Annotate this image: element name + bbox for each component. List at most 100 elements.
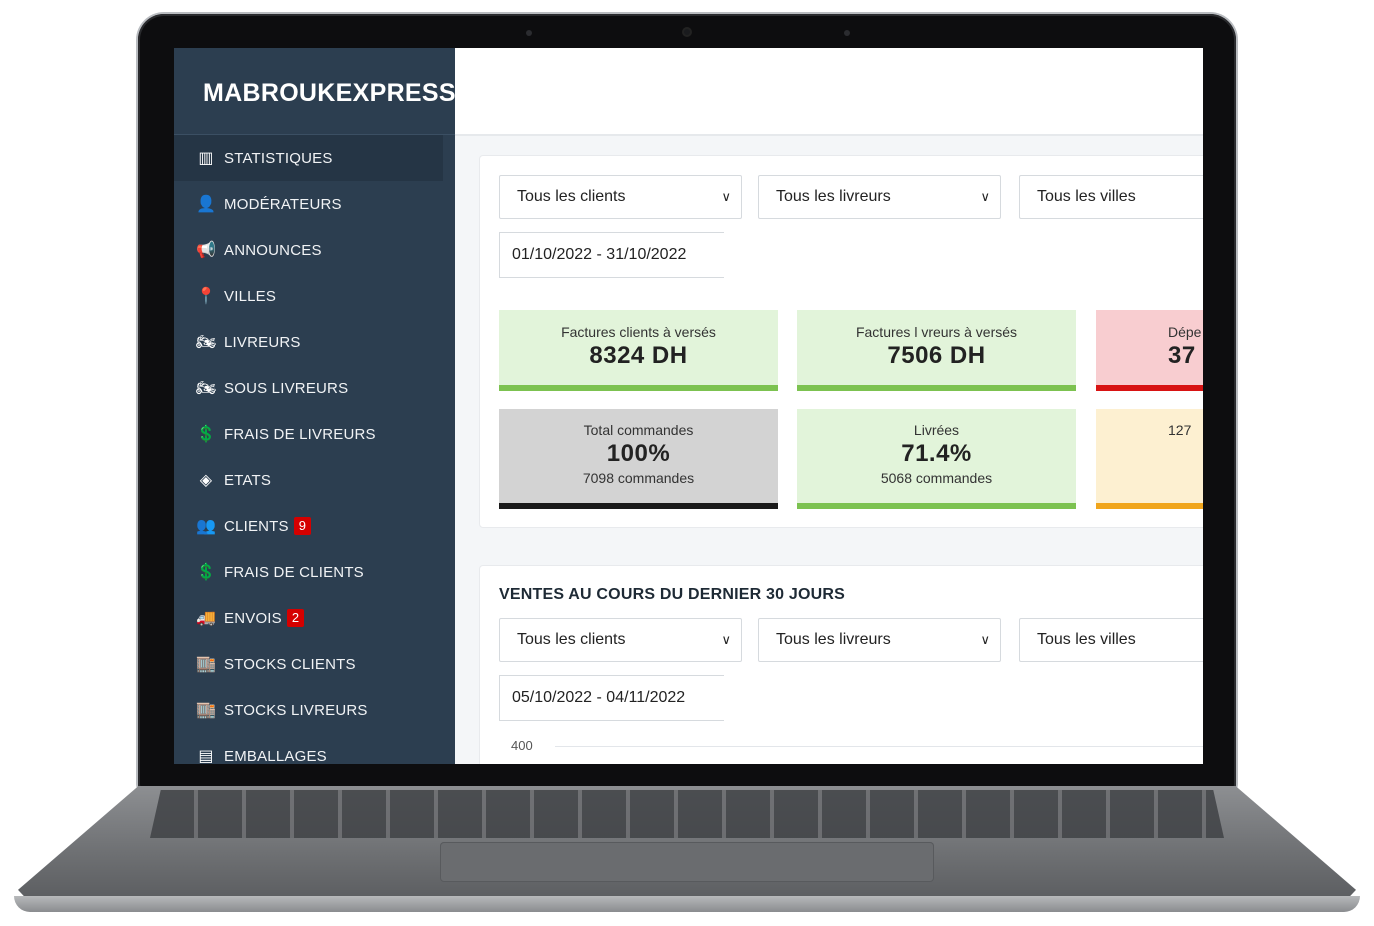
sidebar-item-label: ETATS bbox=[224, 471, 272, 489]
stat-tile: Dépe 37 bbox=[1096, 310, 1203, 391]
count-badge: 2 bbox=[286, 609, 305, 627]
sidebar-item-statistiques[interactable]: ▥ STATISTIQUES bbox=[174, 135, 443, 181]
map-pin-icon: 📍 bbox=[195, 288, 217, 305]
sidebar-item-livreurs[interactable]: 🏍 LIVREURS bbox=[174, 319, 443, 365]
bar-chart-icon: ▥ bbox=[198, 150, 214, 167]
stat-label: Dépe bbox=[1168, 324, 1202, 340]
stat-color-bar bbox=[797, 385, 1076, 391]
livreur-filter-select[interactable]: Tous les livreurs ∨ bbox=[758, 175, 1001, 219]
sidebar-item-label: CLIENTS bbox=[224, 517, 289, 535]
hand-dollar-icon: 💲 bbox=[195, 426, 217, 443]
brand-logo[interactable]: MABROUKEXPRESS bbox=[174, 48, 455, 135]
client-filter-value: Tous les clients bbox=[517, 188, 626, 205]
warehouse-icon: 🏬 bbox=[195, 702, 217, 719]
stat-tile: 127 bbox=[1096, 409, 1203, 509]
sensor-dot bbox=[844, 30, 850, 36]
webcam-icon bbox=[684, 29, 690, 35]
sidebar-item-stocks-clients[interactable]: 🏬 STOCKS CLIENTS bbox=[174, 641, 443, 687]
stat-value: 100% bbox=[606, 440, 671, 467]
sidebar-item-mod-rateurs[interactable]: 👤 MODÉRATEURS bbox=[174, 181, 443, 227]
laptop-base-edge bbox=[14, 896, 1360, 912]
top-bar bbox=[455, 48, 1203, 136]
sidebar-item-label: FRAIS DE CLIENTS bbox=[224, 563, 364, 581]
chevron-down-icon: ∨ bbox=[721, 632, 731, 647]
hand-dollar-icon: 💲 bbox=[195, 564, 217, 581]
laptop-keyboard bbox=[150, 790, 1224, 838]
users-icon: 👥 bbox=[195, 518, 217, 535]
stat-label: Livrées bbox=[913, 422, 960, 438]
warehouse-icon: 🏬 bbox=[195, 656, 217, 673]
sidebar-item-frais-de-livreurs[interactable]: 💲 FRAIS DE LIVREURS bbox=[174, 411, 443, 457]
stat-color-bar bbox=[499, 503, 778, 509]
stat-sub: 7098 commandes bbox=[582, 470, 695, 486]
stat-value: 71.4% bbox=[901, 440, 972, 467]
stat-sub: 127 bbox=[1168, 422, 1192, 438]
user-tie-icon: 👤 bbox=[195, 196, 217, 213]
layers-icon: ◈ bbox=[199, 472, 213, 489]
motorcycle-icon: 🏍 bbox=[195, 334, 217, 351]
date-range-input[interactable]: 01/10/2022 - 31/10/2022 bbox=[499, 232, 724, 278]
chevron-down-icon: ∨ bbox=[721, 189, 731, 204]
sidebar-item-label: STOCKS CLIENTS bbox=[224, 655, 356, 673]
sidebar-nav: ▥ STATISTIQUES 👤 MODÉRATEURS 📢 ANNOUNCES 📍 VILL… bbox=[174, 135, 455, 764]
sidebar-item-stocks-livreurs[interactable]: 🏬 STOCKS LIVREURS bbox=[174, 687, 443, 733]
box-icon: ▤ bbox=[198, 748, 214, 764]
sales-date-range-input[interactable]: 05/10/2022 - 04/11/2022 bbox=[499, 675, 724, 721]
sidebar-item-label: ANNOUNCES bbox=[224, 241, 322, 259]
sidebar-item-label: EMBALLAGES bbox=[224, 747, 327, 765]
stat-tile: Factures clients à versés 8324 DH bbox=[499, 310, 778, 391]
sales-livreur-filter-select[interactable]: Tous les livreurs ∨ bbox=[758, 618, 1001, 662]
sales-client-filter-select[interactable]: Tous les clients ∨ bbox=[499, 618, 742, 662]
stat-color-bar bbox=[499, 385, 778, 391]
ville-filter-select[interactable]: Tous les villes bbox=[1019, 175, 1203, 219]
sidebar-item-label: LIVREURS bbox=[224, 333, 301, 351]
screen: MABROUKEXPRESS ▥ STATISTIQUES 👤 MODÉRATEURS… bbox=[174, 48, 1203, 764]
sidebar-item-sous-livreurs[interactable]: 🏍 SOUS LIVREURS bbox=[174, 365, 443, 411]
sales-card bbox=[479, 565, 1203, 764]
count-badge: 9 bbox=[293, 517, 312, 535]
stat-sub: 5068 commandes bbox=[880, 470, 993, 486]
ville-filter-value: Tous les villes bbox=[1037, 188, 1136, 205]
stat-tile: Total commandes 100% 7098 commandes bbox=[499, 409, 778, 509]
sidebar-item-frais-de-clients[interactable]: 💲 FRAIS DE CLIENTS bbox=[174, 549, 443, 595]
sales-ville-filter-select[interactable]: Tous les villes bbox=[1019, 618, 1203, 662]
sales-client-filter-value: Tous les clients bbox=[517, 631, 626, 648]
sidebar-item-envois[interactable]: 🚚 ENVOIS 2 bbox=[174, 595, 443, 641]
sales-ville-filter-value: Tous les villes bbox=[1037, 631, 1136, 648]
chart-gridline bbox=[555, 746, 1203, 747]
stat-tile: Factures l vreurs à versés 7506 DH bbox=[797, 310, 1076, 391]
motorcycle-icon: 🏍 bbox=[195, 380, 217, 397]
laptop-trackpad bbox=[440, 842, 934, 882]
client-filter-select[interactable]: Tous les clients ∨ bbox=[499, 175, 742, 219]
sidebar-item-label: STOCKS LIVREURS bbox=[224, 701, 368, 719]
sidebar-item-clients[interactable]: 👥 CLIENTS 9 bbox=[174, 503, 443, 549]
stat-color-bar bbox=[1096, 503, 1203, 509]
sidebar-item-label: ENVOIS bbox=[224, 609, 282, 627]
sidebar-item-label: STATISTIQUES bbox=[224, 149, 333, 167]
sales-livreur-filter-value: Tous les livreurs bbox=[776, 631, 891, 648]
stat-value: 8324 DH bbox=[589, 342, 688, 369]
stat-value: 7506 DH bbox=[887, 342, 986, 369]
sidebar-item-label: VILLES bbox=[224, 287, 277, 305]
sidebar-item-villes[interactable]: 📍 VILLES bbox=[174, 273, 443, 319]
stat-color-bar bbox=[797, 503, 1076, 509]
chevron-down-icon: ∨ bbox=[980, 632, 990, 647]
chart-y-tick: 400 bbox=[511, 738, 533, 753]
stat-value: 37 bbox=[1168, 342, 1196, 369]
sales-section-title: VENTES AU COURS DU DERNIER 30 JOURS bbox=[499, 586, 846, 603]
truck-icon: 🚚 bbox=[195, 610, 217, 627]
sidebar: MABROUKEXPRESS ▥ STATISTIQUES 👤 MODÉRATEURS… bbox=[174, 48, 455, 764]
livreur-filter-value: Tous les livreurs bbox=[776, 188, 891, 205]
sidebar-item-emballages[interactable]: ▤ EMBALLAGES bbox=[174, 733, 443, 765]
stat-label: Total commandes bbox=[583, 422, 694, 438]
stat-label: Factures clients à versés bbox=[561, 324, 716, 340]
megaphone-icon: 📢 bbox=[195, 242, 217, 259]
sensor-dot bbox=[526, 30, 532, 36]
stat-color-bar bbox=[1096, 385, 1203, 391]
sidebar-item-label: MODÉRATEURS bbox=[224, 195, 342, 213]
stat-label: Factures l vreurs à versés bbox=[855, 324, 1018, 340]
sidebar-item-announces[interactable]: 📢 ANNOUNCES bbox=[174, 227, 443, 273]
stat-tile: Livrées 71.4% 5068 commandes bbox=[797, 409, 1076, 509]
sidebar-item-etats[interactable]: ◈ ETATS bbox=[174, 457, 443, 503]
chevron-down-icon: ∨ bbox=[980, 189, 990, 204]
